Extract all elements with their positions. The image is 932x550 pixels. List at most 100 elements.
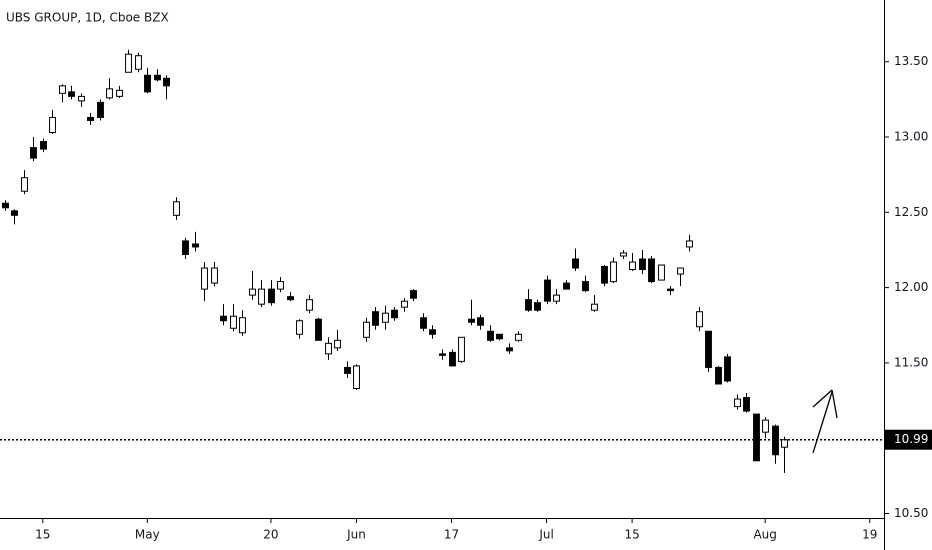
candle-body — [667, 288, 674, 292]
candle-body — [2, 202, 9, 209]
x-tick-label: 19 — [862, 528, 877, 542]
candle-body — [106, 88, 113, 99]
candle-body — [420, 317, 427, 329]
candle-body — [429, 329, 436, 335]
arrow-head — [831, 389, 838, 419]
candle-body — [239, 317, 246, 334]
candle-body — [563, 282, 570, 290]
candle-body — [449, 351, 456, 367]
candle-body — [277, 281, 284, 290]
candle-body — [506, 347, 513, 352]
candle-body — [658, 264, 665, 281]
candle-body — [591, 303, 598, 311]
x-tick-label: Aug — [753, 528, 776, 542]
candle-body — [458, 336, 465, 362]
candle-body — [306, 299, 313, 311]
candle-body — [391, 309, 398, 319]
candle-body — [648, 258, 655, 283]
candle-body — [40, 141, 47, 150]
candle-body — [753, 413, 760, 462]
y-tick-label: 13.50 — [894, 54, 928, 68]
y-tick-label: 12.00 — [894, 280, 928, 294]
candle-body — [11, 210, 18, 216]
candle-body — [211, 267, 218, 284]
candle-body — [49, 116, 56, 134]
candle-body — [410, 290, 417, 299]
y-tick-label: 10.50 — [894, 506, 928, 520]
candle-body — [372, 311, 379, 326]
candle-body — [21, 177, 28, 192]
candle-body — [743, 397, 750, 412]
candle-body — [363, 321, 370, 338]
candle-body — [163, 77, 170, 87]
candle-body — [544, 279, 551, 302]
arrow-drawing — [812, 389, 838, 454]
candle-body — [116, 89, 123, 97]
candle-body — [334, 339, 341, 349]
candle-body — [772, 425, 779, 456]
candle-body — [192, 243, 199, 248]
candle-body — [268, 288, 275, 304]
candle-body — [468, 318, 475, 323]
candle-body — [620, 252, 627, 257]
candle-body — [144, 74, 151, 93]
y-tick-label: 13.00 — [894, 130, 928, 144]
candle-body — [553, 294, 560, 302]
candle-body — [68, 91, 75, 97]
x-tick-label: May — [135, 528, 160, 542]
candle-body — [220, 315, 227, 322]
candle-body — [201, 267, 208, 290]
candle-body — [525, 299, 532, 311]
x-tick-label: 20 — [263, 528, 278, 542]
candle-body — [762, 419, 769, 433]
candle-body — [639, 258, 646, 271]
candle-body — [629, 261, 636, 271]
candle-body — [87, 116, 94, 121]
candle-body — [677, 267, 684, 275]
x-tick-label: 17 — [444, 528, 459, 542]
candle-body — [582, 281, 589, 292]
candle-body — [125, 53, 132, 73]
candle-body — [572, 258, 579, 269]
candle-body — [30, 147, 37, 159]
candle-body — [325, 342, 332, 355]
candle-body — [382, 312, 389, 323]
last-price-label: 10.99 — [894, 432, 928, 446]
candle-body — [487, 330, 494, 341]
arrow-shaft — [812, 391, 833, 454]
arrow-head — [812, 389, 833, 408]
x-tick-label: Jul — [538, 528, 553, 542]
candle-body — [401, 300, 408, 308]
candle-body — [78, 95, 85, 102]
candle-body — [601, 266, 608, 284]
chart-title: UBS GROUP, 1D, Cboe BZX — [6, 11, 169, 25]
last-price-box — [885, 429, 932, 450]
candle-body — [496, 333, 503, 340]
candles — [2, 49, 788, 473]
candle-body — [610, 261, 617, 283]
candle-body — [315, 318, 322, 341]
candle-body — [97, 101, 104, 118]
candle-body — [230, 315, 237, 329]
candle-body — [344, 366, 351, 374]
candle-body — [715, 366, 722, 385]
candle-body — [534, 302, 541, 311]
candle-body — [515, 333, 522, 341]
candle-body — [258, 288, 265, 305]
x-tick-label: Jun — [346, 528, 366, 542]
candle-body — [287, 296, 294, 301]
candle-body — [249, 288, 256, 296]
candle-body — [734, 398, 741, 408]
candle-body — [135, 55, 142, 70]
candle-body — [182, 240, 189, 255]
y-tick-label: 11.50 — [894, 355, 928, 369]
y-tick-label: 12.50 — [894, 205, 928, 219]
x-tick-label: 15 — [624, 528, 639, 542]
candle-body — [439, 353, 446, 356]
candle-body — [696, 311, 703, 328]
candle-body — [781, 439, 788, 448]
candle-body — [477, 317, 484, 326]
x-tick-label: 15 — [35, 528, 50, 542]
